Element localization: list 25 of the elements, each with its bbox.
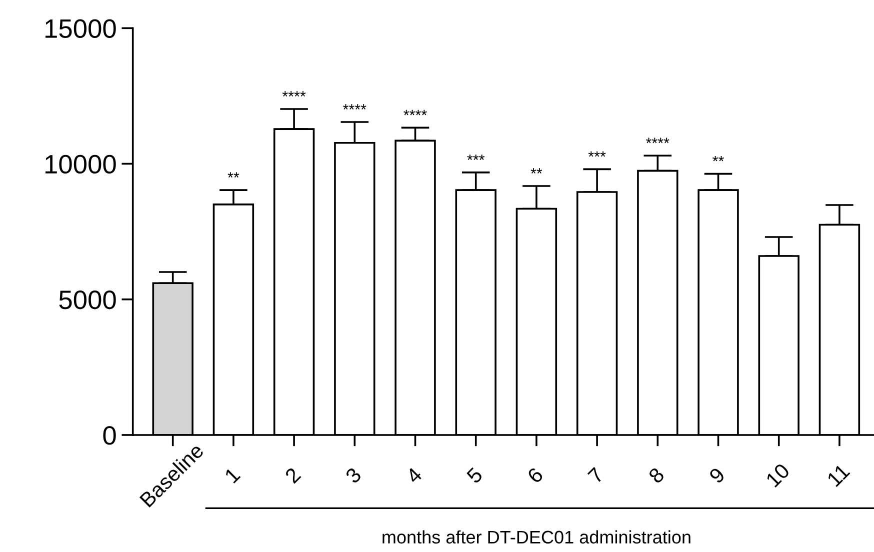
x-tick-label: 7 <box>587 466 604 484</box>
annotation: **** <box>646 138 670 144</box>
y-tick-label: 10000 <box>46 154 116 174</box>
annotation: **** <box>343 104 366 110</box>
x-tick-label: 9 <box>708 466 726 484</box>
x-tick-label: 8 <box>648 466 666 484</box>
x-tick-label: 6 <box>526 466 544 484</box>
x-tick-label: 4 <box>405 466 423 484</box>
y-tick-label: 5000 <box>59 290 116 310</box>
annotation: **** <box>404 110 427 116</box>
annotation: *** <box>588 151 606 157</box>
x-tick-label: 2 <box>284 466 302 484</box>
y-tick-label: 0 <box>103 426 116 445</box>
x-axis-title: months after DT-DEC01 administration <box>382 530 690 544</box>
x-tick-label: 3 <box>344 466 362 484</box>
x-tick-label: 10 <box>765 462 790 488</box>
annotation: ** <box>228 172 240 178</box>
x-tick-label: 11 <box>826 463 850 487</box>
annotation: **** <box>282 91 306 96</box>
y-tick-label: 15000 <box>46 19 116 38</box>
x-tick-label: 1 <box>224 466 241 484</box>
annotation: *** <box>467 154 485 160</box>
annotation: ** <box>530 168 542 174</box>
annotation: ** <box>712 156 724 162</box>
x-tick-label: 5 <box>466 466 484 484</box>
